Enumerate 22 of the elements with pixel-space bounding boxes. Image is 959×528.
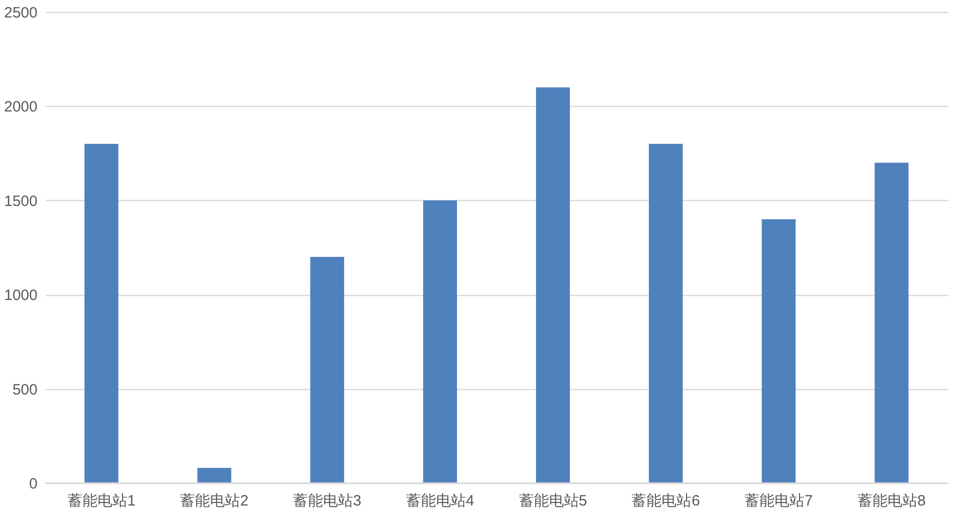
- bar: [536, 87, 570, 483]
- y-tick-label: 2000: [4, 98, 38, 116]
- x-tick-label: 蓄能电站8: [857, 492, 926, 510]
- bar: [762, 219, 796, 483]
- x-tick-label: 蓄能电站4: [406, 492, 474, 510]
- x-tick-label: 蓄能电站7: [744, 492, 813, 510]
- bar: [310, 256, 344, 483]
- bar: [423, 200, 457, 483]
- bar: [197, 468, 232, 483]
- y-tick-label: 1000: [4, 287, 38, 304]
- y-tick-label: 500: [12, 381, 38, 398]
- x-tick-label: 蓄能电站5: [518, 492, 588, 510]
- bar: [648, 144, 683, 483]
- x-tick-label: 蓄能电站1: [67, 492, 136, 510]
- x-tick-label: 蓄能电站6: [632, 492, 700, 510]
- x-tick-label: 蓄能电站3: [293, 492, 362, 510]
- y-tick-label: 0: [29, 476, 38, 492]
- y-tick-label: 1500: [4, 192, 38, 210]
- y-tick-label: 2500: [4, 4, 38, 22]
- bar: [84, 144, 118, 483]
- bar: [874, 162, 908, 483]
- x-tick-label: 蓄能电站2: [180, 492, 248, 510]
